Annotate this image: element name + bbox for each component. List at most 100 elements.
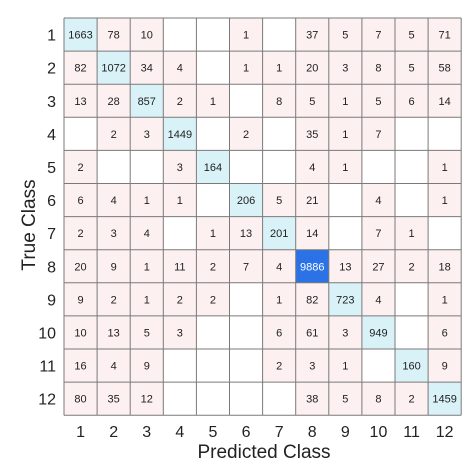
matrix-cell <box>97 282 131 316</box>
cell-value-label: 8 <box>276 96 282 108</box>
cell-value-label: 2 <box>77 162 83 174</box>
matrix-cell <box>428 183 462 217</box>
matrix-cell <box>64 117 98 151</box>
matrix-cell <box>196 18 230 52</box>
matrix-cell <box>196 382 230 416</box>
matrix-cell <box>130 249 164 283</box>
cell-value-label: 71 <box>439 30 451 42</box>
matrix-cell <box>130 150 164 184</box>
matrix-cell <box>262 282 296 316</box>
matrix-cell <box>295 315 329 349</box>
matrix-cell <box>361 18 395 52</box>
matrix-cell <box>163 216 197 250</box>
x-tick-label: 7 <box>275 424 284 441</box>
matrix-cell <box>196 51 230 85</box>
cell-value-label: 13 <box>339 261 351 273</box>
cell-value-label: 1 <box>144 294 150 306</box>
matrix-cell <box>130 18 164 52</box>
cell-value-label: 13 <box>108 327 120 339</box>
cell-value-label: 1 <box>342 129 348 141</box>
cell-value-label: 1 <box>342 162 348 174</box>
cell-value-label: 6 <box>276 327 282 339</box>
cell-value-label: 9 <box>77 294 83 306</box>
cell-value-label: 2 <box>177 294 183 306</box>
x-tick-label: 12 <box>436 424 454 441</box>
matrix-cell <box>130 84 164 118</box>
cell-value-label: 7 <box>243 261 249 273</box>
cell-value-label: 1 <box>243 63 249 75</box>
cell-value-label: 4 <box>111 195 117 207</box>
y-tick-label: 10 <box>38 325 56 342</box>
matrix-cell <box>196 349 230 383</box>
cell-value-label: 5 <box>144 327 150 339</box>
matrix-cell <box>130 315 164 349</box>
matrix-cell <box>64 382 98 416</box>
matrix-cell <box>328 349 362 383</box>
cell-value-label: 27 <box>372 261 384 273</box>
matrix-cell <box>395 216 429 250</box>
matrix-cell <box>395 183 429 217</box>
cell-value-label: 2 <box>111 129 117 141</box>
x-tick-label: 8 <box>308 424 317 441</box>
matrix-cell <box>328 117 362 151</box>
matrix-cell <box>97 382 131 416</box>
matrix-cell <box>428 84 462 118</box>
matrix-cell <box>361 51 395 85</box>
matrix-cell <box>395 18 429 52</box>
cell-value-label: 35 <box>108 394 120 406</box>
cell-value-label: 2 <box>276 361 282 373</box>
cell-value-label: 3 <box>342 63 348 75</box>
cell-value-label: 5 <box>342 394 348 406</box>
cell-value-label: 9 <box>442 361 448 373</box>
matrix-cell <box>130 216 164 250</box>
grid-lines <box>63 17 462 416</box>
cell-value-label: 7 <box>375 129 381 141</box>
cell-value-label: 1 <box>342 96 348 108</box>
matrix-cell <box>295 382 329 416</box>
matrix-cell <box>196 249 230 283</box>
cell-value-label: 949 <box>369 327 387 339</box>
cell-value-label: 1 <box>144 195 150 207</box>
cell-value-label: 5 <box>375 96 381 108</box>
matrix-cell <box>328 150 362 184</box>
y-tick-label: 11 <box>39 359 56 376</box>
y-tick-label: 7 <box>47 226 56 243</box>
cell-value-label: 8 <box>375 63 381 75</box>
matrix-cell <box>130 282 164 316</box>
cell-value-label: 9 <box>111 261 117 273</box>
matrix-cell <box>262 84 296 118</box>
cell-value-label: 1 <box>442 195 448 207</box>
matrix-cell <box>361 349 395 383</box>
cell-value-label: 1459 <box>432 394 456 406</box>
cell-value-label: 3 <box>177 327 183 339</box>
matrix-cell <box>361 150 395 184</box>
matrix-cell <box>196 183 230 217</box>
matrix-cell <box>163 51 197 85</box>
matrix-cell <box>395 117 429 151</box>
cell-value-label: 4 <box>111 361 117 373</box>
matrix-cell <box>97 117 131 151</box>
cell-value-label: 2 <box>210 261 216 273</box>
matrix-cell <box>97 51 131 85</box>
matrix-cell <box>229 51 263 85</box>
matrix-cell <box>229 117 263 151</box>
matrix-cell <box>97 349 131 383</box>
matrix-cell <box>395 51 429 85</box>
matrix-cell <box>262 183 296 217</box>
x-tick-label: 4 <box>175 424 184 441</box>
matrix-cell <box>428 51 462 85</box>
matrix-cell <box>395 315 429 349</box>
cell-value-label: 8 <box>375 394 381 406</box>
cell-value-label: 11 <box>174 261 185 273</box>
matrix-cell <box>163 117 197 151</box>
matrix-cell <box>229 249 263 283</box>
matrix-cell <box>428 349 462 383</box>
matrix-cell <box>328 84 362 118</box>
matrix-cell <box>262 349 296 383</box>
matrix-cell <box>163 382 197 416</box>
cell-value-label: 4 <box>144 228 150 240</box>
x-tick-label: 6 <box>242 424 251 441</box>
matrix-cell <box>262 117 296 151</box>
